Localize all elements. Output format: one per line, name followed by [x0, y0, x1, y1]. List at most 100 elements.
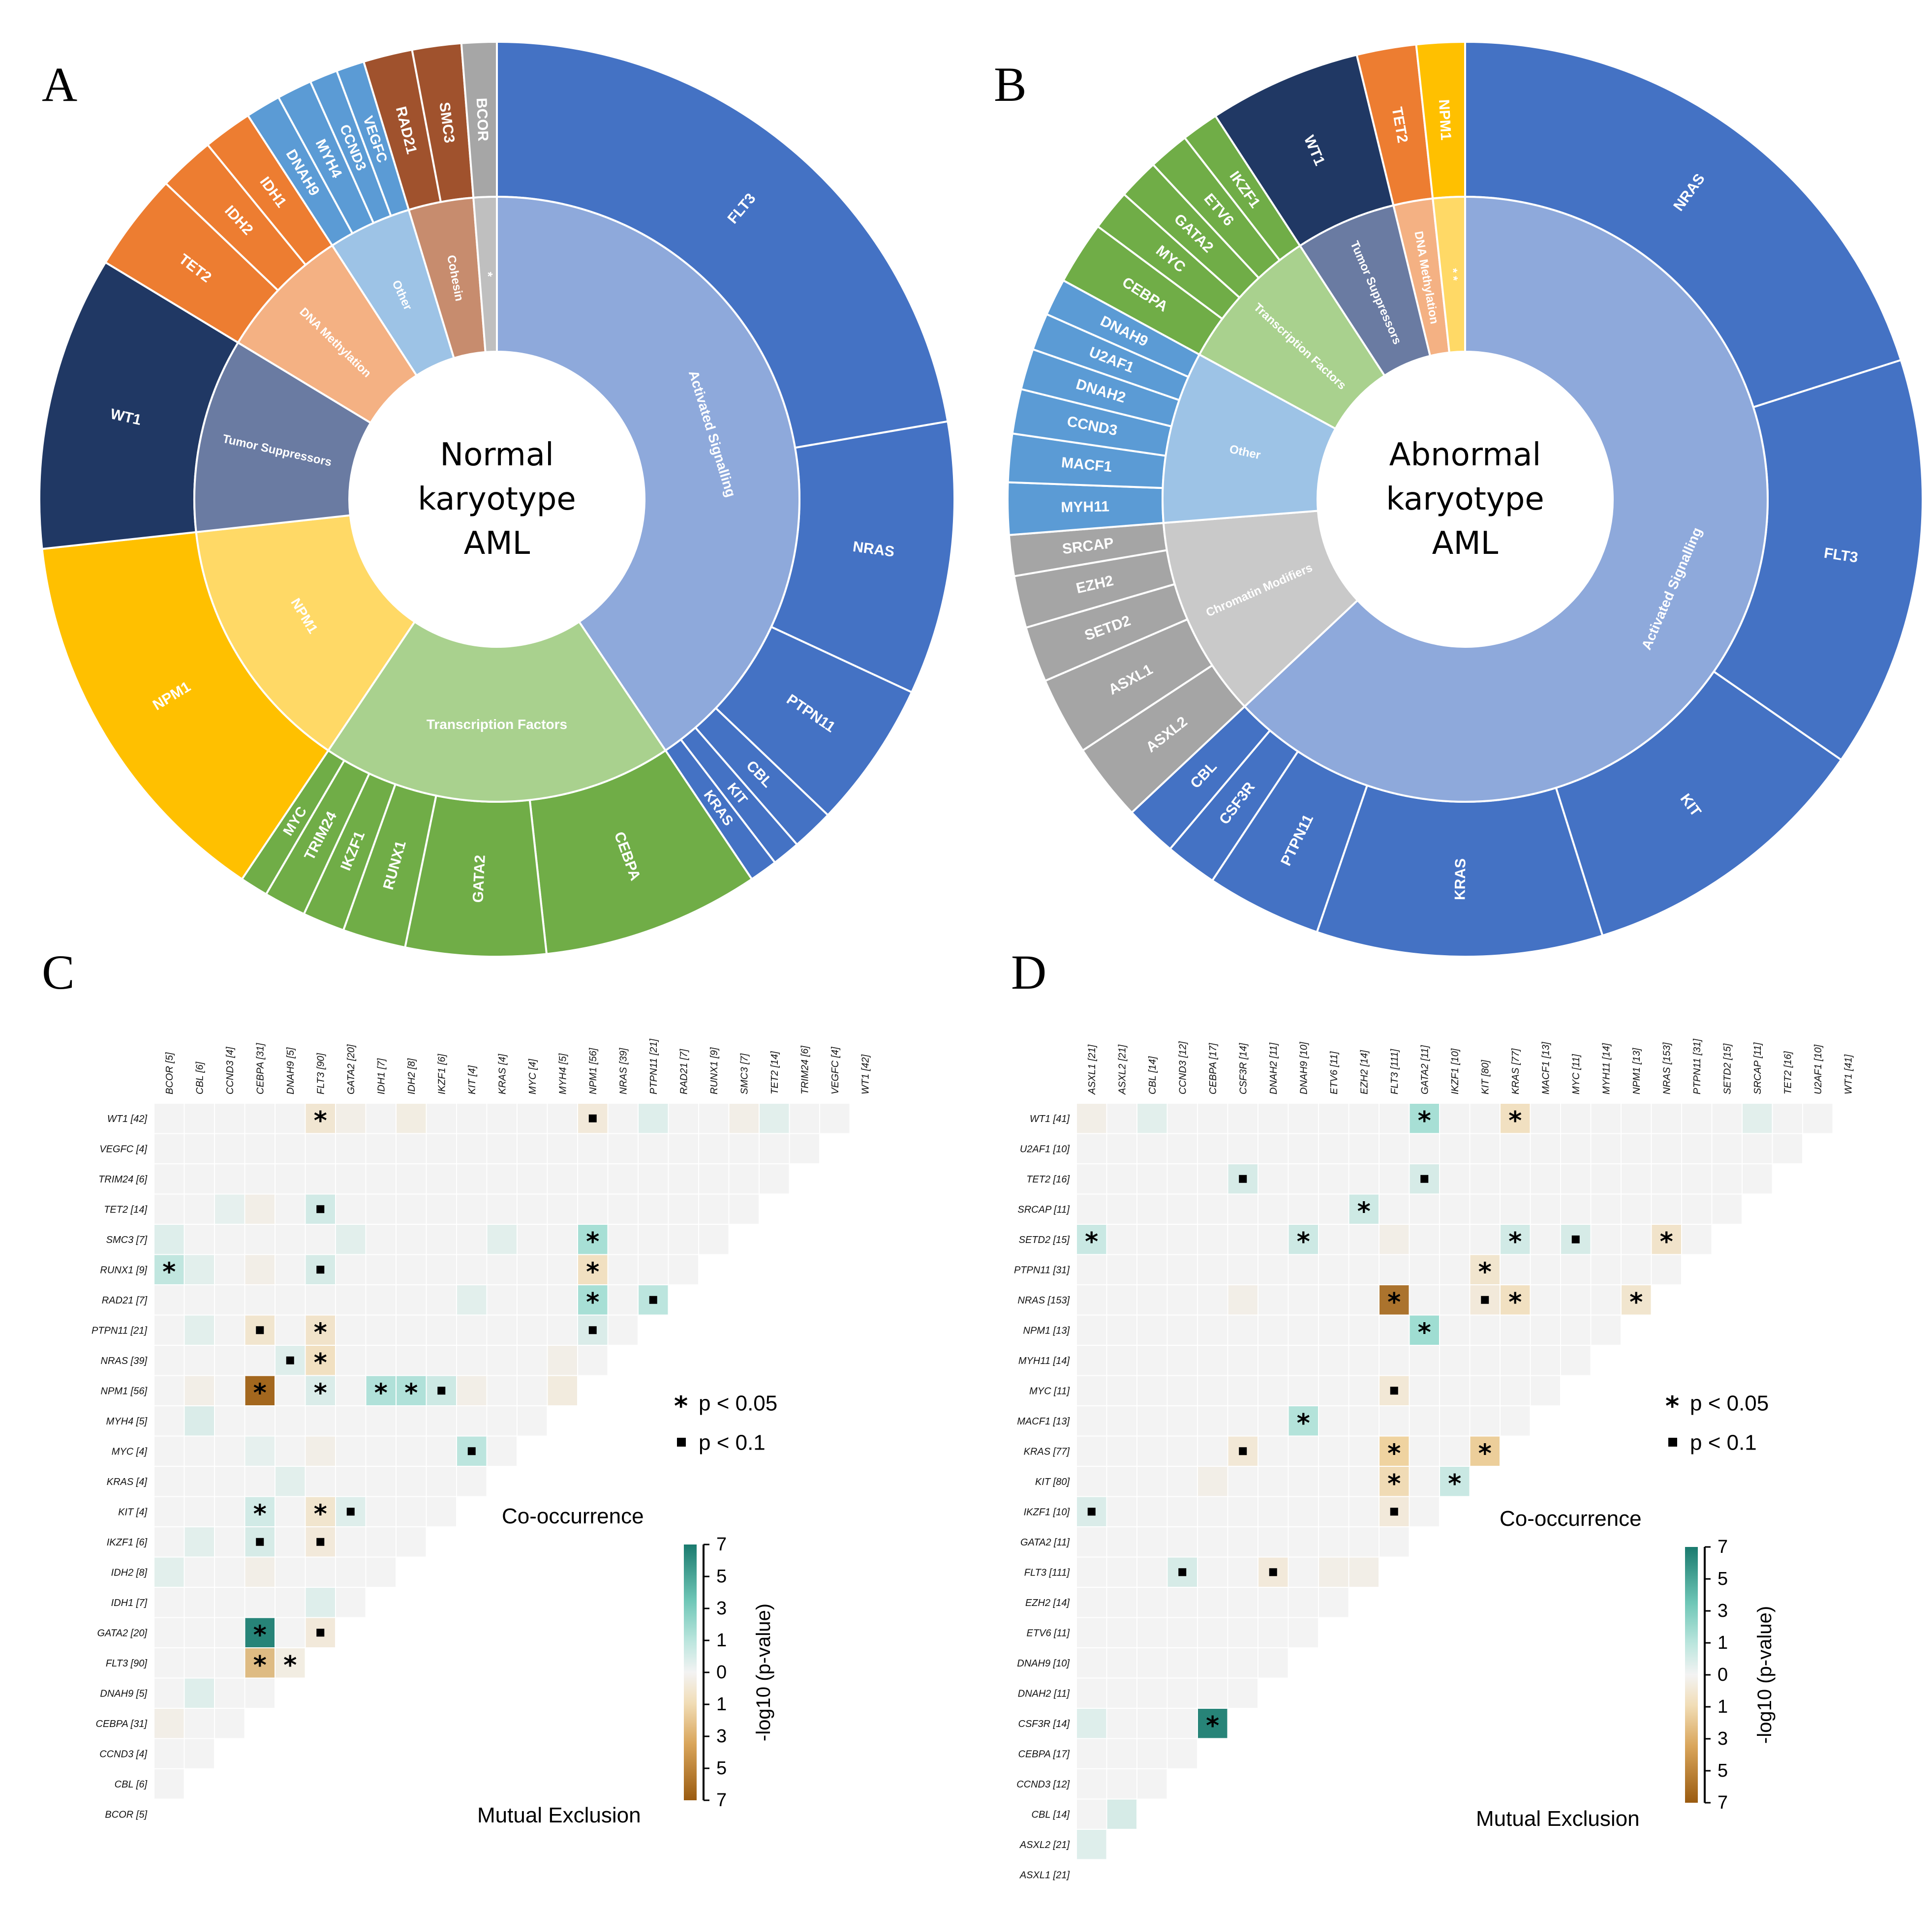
heatmap-cell	[1440, 1225, 1470, 1254]
column-label-bcor: BCOR [5]	[164, 1052, 175, 1094]
heatmap-cell	[1107, 1104, 1136, 1133]
heatmap-cell	[729, 1164, 759, 1194]
heatmap-cell	[215, 1315, 245, 1345]
sig-marker-p05: *	[1508, 1106, 1522, 1136]
heatmap-cell	[1137, 1285, 1167, 1315]
heatmap-cell	[215, 1588, 245, 1617]
heatmap-cell	[1137, 1315, 1167, 1345]
heatmap-cell	[336, 1376, 366, 1405]
heatmap-cell	[790, 1104, 819, 1133]
heatmap-cell	[1319, 1104, 1349, 1133]
heatmap-cell	[1410, 1134, 1439, 1163]
heatmap-cell	[184, 1618, 214, 1647]
heatmap-cell	[427, 1225, 456, 1254]
heatmap-cell	[397, 1104, 426, 1133]
heatmap-cell	[487, 1315, 517, 1345]
heatmap-cell	[578, 1285, 608, 1315]
heatmap-cell	[1258, 1467, 1288, 1496]
heatmap-cell	[578, 1164, 608, 1194]
heatmap-cell	[336, 1346, 366, 1375]
heatmap-cell	[245, 1225, 275, 1254]
co-occurrence-label: Co-occurrence	[1500, 1507, 1642, 1531]
heatmap-cell	[1410, 1255, 1439, 1284]
heatmap-cell	[215, 1376, 245, 1405]
column-label-etv6: ETV6 [11]	[1329, 1051, 1340, 1094]
heatmap-cell	[1137, 1255, 1167, 1284]
heatmap-cell	[154, 1769, 184, 1799]
sig-marker-p05: *	[162, 1257, 176, 1287]
heatmap-cell	[1380, 1406, 1409, 1436]
heatmap-cell	[276, 1255, 305, 1284]
heatmap-cell	[1501, 1164, 1530, 1194]
heatmap-cell	[397, 1134, 426, 1163]
heatmap-cell	[1137, 1346, 1167, 1375]
heatmap-cell	[1198, 1285, 1227, 1315]
sig-marker-p05: *	[1508, 1288, 1522, 1317]
heatmap-cell	[1198, 1436, 1227, 1466]
heatmap-cell	[1258, 1315, 1288, 1345]
legend-p05-label: p < 0.05	[1690, 1392, 1769, 1416]
heatmap-cell	[1410, 1436, 1439, 1466]
heatmap-cell	[457, 1376, 487, 1405]
heatmap-cell	[397, 1225, 426, 1254]
heatmap-cell	[1077, 1225, 1106, 1254]
heatmap-cell	[276, 1406, 305, 1436]
row-label-kit: KIT [4]	[118, 1507, 147, 1517]
heatmap-cell	[276, 1285, 305, 1315]
heatmap-cell	[1137, 1648, 1167, 1678]
heatmap-cell	[1228, 1618, 1257, 1647]
heatmap-cell	[1228, 1255, 1257, 1284]
sig-marker-p05: *	[253, 1620, 267, 1650]
heatmap-cell	[1167, 1164, 1197, 1194]
column-label-ikzf1: IKZF1 [6]	[436, 1054, 447, 1094]
column-label-setd2: SETD2 [15]	[1722, 1043, 1733, 1094]
heatmap-cell	[548, 1255, 577, 1284]
heatmap-cell	[306, 1285, 335, 1315]
heatmap-cell	[1137, 1406, 1167, 1436]
heatmap-cell	[276, 1648, 305, 1678]
heatmap-cell	[276, 1527, 305, 1557]
row-label-kras: KRAS [77]	[1024, 1446, 1070, 1457]
row-label-cbl: CBL [6]	[115, 1779, 148, 1790]
heatmap-cell	[306, 1467, 335, 1496]
heatmap-cell	[184, 1648, 214, 1678]
heatmap-cell	[245, 1134, 275, 1163]
heatmap-cell	[1288, 1194, 1318, 1224]
heatmap-cell	[366, 1285, 396, 1315]
heatmap-cell	[1258, 1346, 1288, 1375]
heatmap-cell	[215, 1285, 245, 1315]
heatmap-cell	[306, 1315, 335, 1345]
column-label-kit: KIT [4]	[467, 1065, 478, 1094]
heatmap-cell	[1591, 1315, 1621, 1345]
heatmap-cell	[1167, 1376, 1197, 1405]
column-label-kras: KRAS [4]	[497, 1054, 508, 1094]
heatmap-cell	[245, 1104, 275, 1133]
heatmap-cell	[1531, 1194, 1560, 1224]
heatmap-cell	[1470, 1346, 1500, 1375]
row-label-etv6: ETV6 [11]	[1027, 1628, 1070, 1638]
heatmap-cell	[306, 1376, 335, 1405]
heatmap-cell	[427, 1346, 456, 1375]
heatmap-cell	[1077, 1588, 1106, 1617]
heatmap-cell	[1561, 1315, 1591, 1345]
column-label-cebpa: CEBPA [31]	[255, 1043, 266, 1094]
heatmap-cell	[1591, 1194, 1621, 1224]
heatmap-cell	[154, 1436, 184, 1466]
heatmap-cell	[1319, 1346, 1349, 1375]
heatmap-cell	[336, 1315, 366, 1345]
heatmap-cell	[608, 1255, 638, 1284]
row-label-smc3: SMC3 [7]	[106, 1235, 148, 1245]
heatmap-cell	[1228, 1557, 1257, 1587]
heatmap-cell	[1470, 1376, 1500, 1405]
heatmap-cell	[1531, 1346, 1560, 1375]
heatmap-cell	[366, 1436, 396, 1466]
row-label-ptpn11: PTPN11 [31]	[1014, 1265, 1070, 1275]
heatmap-cell	[518, 1134, 547, 1163]
outer-label-gata2: GATA2	[470, 854, 488, 903]
heatmap-cell	[366, 1376, 396, 1405]
heatmap-cell	[669, 1104, 698, 1133]
heatmap-cell	[1319, 1436, 1349, 1466]
heatmap-cell	[1288, 1104, 1318, 1133]
heatmap-cell	[245, 1588, 275, 1617]
row-label-kras: KRAS [4]	[107, 1477, 148, 1487]
